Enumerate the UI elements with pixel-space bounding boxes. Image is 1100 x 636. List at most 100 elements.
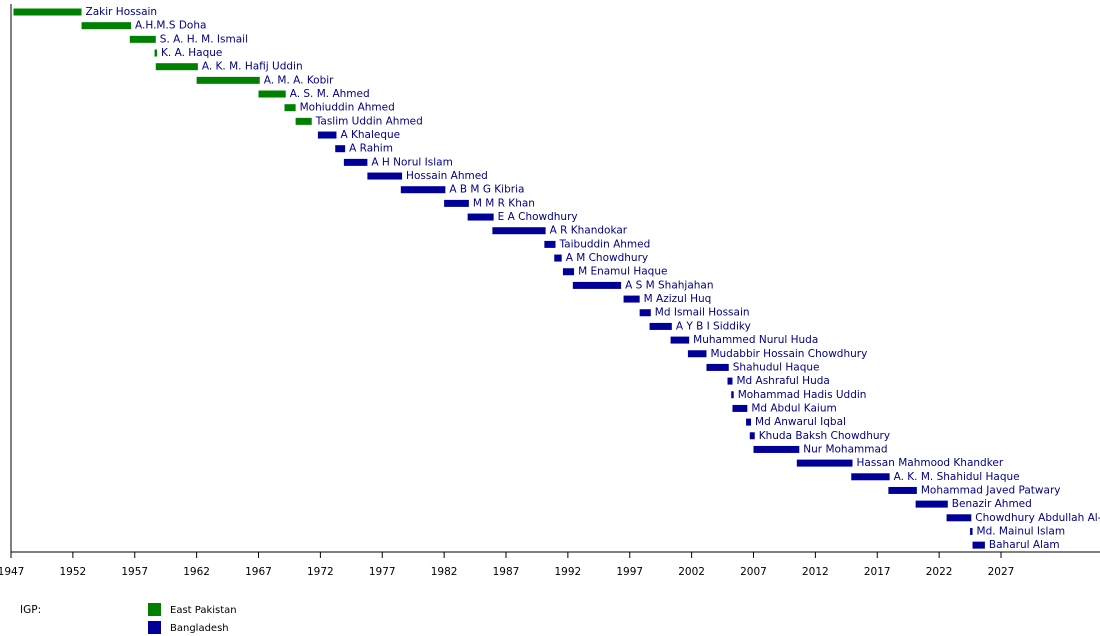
bar <box>851 473 890 481</box>
bar <box>562 268 575 276</box>
bar <box>649 322 672 330</box>
bar-label: A. S. M. Ahmed <box>290 88 370 100</box>
bar <box>258 90 286 98</box>
bar-label: A H Norul Islam <box>371 156 452 168</box>
bar-label: Md Abdul Kaium <box>751 402 836 414</box>
bar <box>284 104 296 112</box>
x-tick-label: 2027 <box>988 566 1015 578</box>
bar <box>317 131 337 139</box>
bar-label: Zakir Hossain <box>86 6 158 18</box>
x-tick-label: 1947 <box>0 566 24 578</box>
x-tick-label: 2007 <box>740 566 767 578</box>
x-tick-label: 2012 <box>802 566 829 578</box>
bar <box>335 145 346 153</box>
legend-label: East Pakistan <box>170 605 237 616</box>
bar-label: A. M. A. Kobir <box>264 74 334 86</box>
bar <box>544 240 556 248</box>
x-tick-label: 1997 <box>616 566 643 578</box>
bar <box>623 295 640 303</box>
bar <box>554 254 562 262</box>
bar <box>727 377 733 385</box>
bar <box>467 213 494 221</box>
bar <box>732 404 748 412</box>
bar <box>343 158 368 166</box>
bar-label: Taibuddin Ahmed <box>559 238 651 250</box>
bar-label: Khuda Baksh Chowdhury <box>759 430 890 442</box>
bar-label: A Y B I Siddiky <box>676 320 751 332</box>
bar-label: Baharul Alam <box>989 539 1060 551</box>
x-tick-label: 1992 <box>555 566 582 578</box>
bar <box>915 500 948 508</box>
bar-label: A.H.M.S Doha <box>135 20 206 32</box>
bar-label: A. K. M. Hafij Uddin <box>202 61 303 73</box>
bar <box>731 391 734 399</box>
bar <box>154 49 158 57</box>
bar-label: A R Khandokar <box>550 225 628 237</box>
x-tick-label: 2017 <box>864 566 891 578</box>
bar <box>796 459 853 467</box>
bar <box>970 527 973 535</box>
bar-label: A M Chowdhury <box>566 252 648 264</box>
bar-label: S. A. H. M. Ismail <box>160 33 248 45</box>
bar <box>492 227 546 235</box>
bar-label: M Enamul Haque <box>578 266 667 278</box>
x-tick-label: 1972 <box>307 566 334 578</box>
bar <box>367 172 403 180</box>
bar-label: A Rahim <box>349 143 393 155</box>
legend-title: IGP: <box>20 604 41 616</box>
bar <box>706 363 729 371</box>
bar <box>888 486 917 494</box>
bar <box>400 186 446 194</box>
bar-label: Mudabbir Hossain Chowdhury <box>710 348 867 360</box>
bar-label: K. A. Haque <box>161 47 222 59</box>
x-tick-label: 1957 <box>121 566 148 578</box>
bar-label: M Azizul Huq <box>644 293 712 305</box>
bar <box>946 514 972 522</box>
bar <box>746 418 752 426</box>
bar-label: Chowdhury Abdullah Al-Mamun <box>975 512 1100 524</box>
bar-label: M M R Khan <box>473 197 535 209</box>
bar-label: A S M Shahjahan <box>625 279 713 291</box>
bar <box>196 76 260 84</box>
bar-label: Md Ashraful Huda <box>736 375 829 387</box>
bar-label: Benazir Ahmed <box>952 498 1032 510</box>
bar <box>129 35 156 43</box>
bar <box>749 432 755 440</box>
x-tick-label: 2002 <box>678 566 705 578</box>
bar-label: Md. Mainul Islam <box>977 525 1066 537</box>
bar-label: Muhammed Nurul Huda <box>693 334 818 346</box>
x-tick-label: 1987 <box>493 566 520 578</box>
x-tick-label: 1977 <box>369 566 396 578</box>
bar-label: Md Ismail Hossain <box>655 307 750 319</box>
bar-label: Taslim Uddin Ahmed <box>315 115 423 127</box>
legend-swatch <box>148 603 161 616</box>
bar-label: Mohiuddin Ahmed <box>300 102 395 114</box>
bar <box>639 309 651 317</box>
bar <box>81 22 132 30</box>
bar <box>687 350 707 358</box>
bar-label: Mohammad Javed Patwary <box>921 484 1061 496</box>
bar <box>13 8 82 16</box>
bar-label: Hassan Mahmood Khandker <box>857 457 1004 469</box>
bar <box>670 336 690 344</box>
bar-label: Mohammad Hadis Uddin <box>738 389 867 401</box>
bar-label: Shahudul Haque <box>733 361 820 373</box>
bar-label: Md Anwarul Iqbal <box>755 416 846 428</box>
bar <box>753 445 800 453</box>
bar-label: A Khaleque <box>340 129 400 141</box>
x-tick-label: 1982 <box>431 566 458 578</box>
x-tick-label: 2022 <box>926 566 953 578</box>
bar <box>972 541 985 549</box>
x-tick-label: 1962 <box>183 566 210 578</box>
bar-label: E A Chowdhury <box>498 211 578 223</box>
legend-label: Bangladesh <box>170 623 229 634</box>
bar-label: Hossain Ahmed <box>406 170 488 182</box>
legend-swatch <box>148 621 161 634</box>
bar <box>444 199 469 207</box>
x-tick-label: 1967 <box>245 566 272 578</box>
bar <box>572 281 622 289</box>
bar-label: Nur Mohammad <box>803 443 887 455</box>
bar <box>155 63 198 71</box>
bar-label: A B M G Kibria <box>449 184 524 196</box>
